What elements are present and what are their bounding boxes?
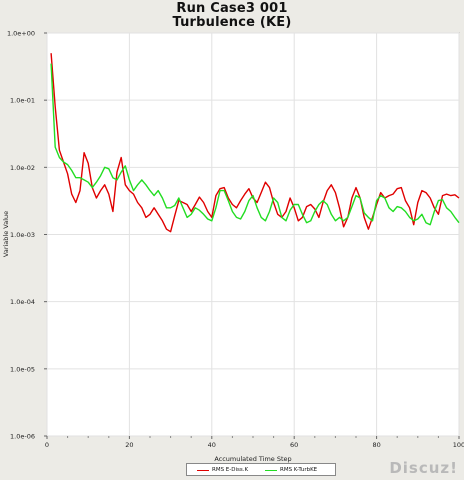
y-tick-label: 1.0e-04 <box>10 298 35 306</box>
legend-label-series-2: RMS K-TurbKE <box>280 467 318 473</box>
legend: RMS E-Diss.K RMS K-TurbKE <box>186 463 336 476</box>
y-tick-label: 1.0e-03 <box>10 231 35 239</box>
y-tick-label: 1.0e-06 <box>10 433 35 441</box>
x-tick-label: 100 <box>453 441 464 449</box>
y-tick-label: 1.0e-01 <box>10 97 35 105</box>
legend-item-series-2: RMS K-TurbKE <box>265 466 317 474</box>
x-tick-label: 20 <box>125 441 133 449</box>
x-tick-label: 0 <box>45 441 49 449</box>
legend-item-series-1: RMS E-Diss.K <box>197 466 248 474</box>
watermark-logo: Discuz! <box>389 459 458 477</box>
series-line-2 <box>50 63 460 226</box>
legend-swatch-red <box>197 469 209 471</box>
legend-swatch-green <box>265 469 277 471</box>
legend-label-series-1: RMS E-Diss.K <box>212 467 249 473</box>
x-tick-label: 80 <box>372 441 380 449</box>
x-tick-label: 40 <box>208 441 216 449</box>
chart-title: Run Case3 001 <box>176 1 288 16</box>
x-axis-label: Accumulated Time Step <box>214 455 291 463</box>
y-tick-label: 1.0e-05 <box>10 365 35 373</box>
y-tick-label: 1.0e-02 <box>10 164 35 172</box>
y-tick-label: 1.0e+00 <box>7 30 35 38</box>
chart-subtitle: Turbulence (KE) <box>172 15 292 30</box>
y-axis-label: Variable Value <box>2 211 10 257</box>
x-tick-label: 60 <box>290 441 298 449</box>
